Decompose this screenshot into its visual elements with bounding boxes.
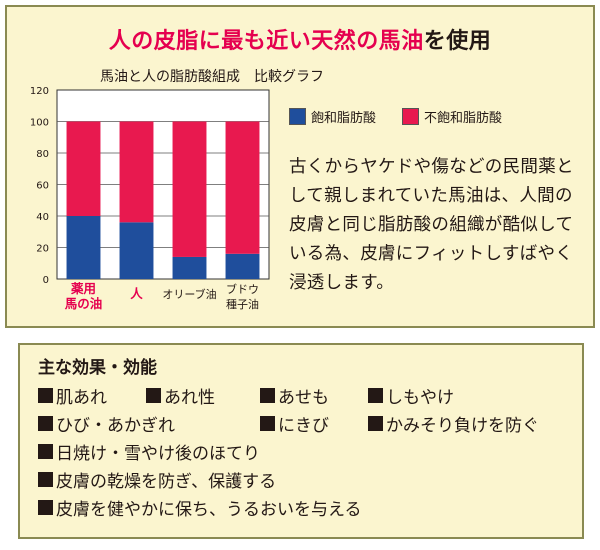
legend-unsaturated: 不飽和脂肪酸	[402, 107, 502, 126]
bar-segment	[172, 121, 207, 257]
y-tick-label: 20	[36, 244, 49, 255]
effect-item: あれ性	[146, 383, 215, 408]
bar-segment	[66, 121, 101, 216]
effect-item: ひび・あかぎれ	[38, 411, 175, 436]
bar-segment	[119, 121, 154, 223]
bullet-square-icon	[38, 444, 53, 459]
legend-unsaturated-swatch	[402, 108, 419, 125]
headline-highlight: 人の皮脂に最も近い天然の馬油	[108, 29, 424, 54]
headline: 人の皮脂に最も近い天然の馬油を使用	[7, 23, 593, 55]
bullet-square-icon	[146, 388, 161, 403]
effects-panel: 主な効果・効能 肌あれ あれ性 あせも しもやけ ひび・あかぎれ にきび かみそ…	[18, 343, 584, 539]
bar-segment	[225, 121, 260, 254]
x-tick-label: 薬用	[70, 281, 96, 296]
effect-item: あせも	[260, 383, 329, 408]
bullet-square-icon	[38, 472, 53, 487]
legend-saturated-label: 飽和脂肪酸	[311, 111, 377, 126]
x-tick-label: 馬の油	[65, 296, 103, 311]
x-tick-label: オリーブ油	[162, 287, 216, 301]
effects-title: 主な効果・効能	[38, 358, 157, 378]
bullet-square-icon	[260, 388, 275, 403]
bar-segment	[66, 216, 101, 279]
effect-item: にきび	[260, 411, 329, 436]
effect-item: 皮膚を健やかに保ち、うるおいを与える	[38, 495, 362, 520]
bullet-square-icon	[260, 416, 275, 431]
headline-rest: を使用	[423, 29, 492, 54]
chart-title: 馬油と人の脂肪酸組成 比較グラフ	[100, 69, 324, 85]
bar-segment	[225, 253, 260, 279]
bullet-square-icon	[368, 388, 383, 403]
y-tick-label: 120	[30, 86, 49, 97]
y-tick-label: 0	[43, 275, 49, 286]
bar-segment	[119, 222, 154, 279]
y-tick-label: 60	[36, 181, 49, 192]
x-tick-label: 種子油	[226, 297, 259, 311]
bullet-square-icon	[38, 416, 53, 431]
legend-unsaturated-label: 不飽和脂肪酸	[424, 111, 503, 126]
effect-item: かみそり負けを防ぐ	[368, 411, 539, 436]
bullet-square-icon	[38, 388, 53, 403]
y-tick-label: 40	[36, 212, 49, 223]
effect-item: 肌あれ	[38, 383, 107, 408]
comparison-panel: 人の皮脂に最も近い天然の馬油を使用 馬油と人の脂肪酸組成 比較グラフ 0 20 40…	[5, 5, 595, 328]
y-tick-label: 80	[36, 149, 49, 160]
x-tick-label: ブドウ	[226, 282, 259, 296]
description-text: 古くからヤケドや傷などの民間薬として親しまれていた馬油は、人間の皮膚と同じ脂肪酸…	[289, 157, 574, 293]
effect-item: 日焼け・雪やけ後のほてり	[38, 439, 260, 464]
legend-saturated-swatch	[289, 108, 306, 125]
y-tick-label: 100	[30, 118, 49, 129]
legend-saturated: 飽和脂肪酸	[289, 107, 376, 126]
bar-segment	[172, 256, 207, 279]
effect-item: しもやけ	[368, 383, 454, 408]
effect-item: 皮膚の乾燥を防ぎ、保護する	[38, 467, 276, 492]
bullet-square-icon	[368, 416, 383, 431]
x-tick-label: 人	[130, 286, 143, 301]
bullet-square-icon	[38, 500, 53, 515]
